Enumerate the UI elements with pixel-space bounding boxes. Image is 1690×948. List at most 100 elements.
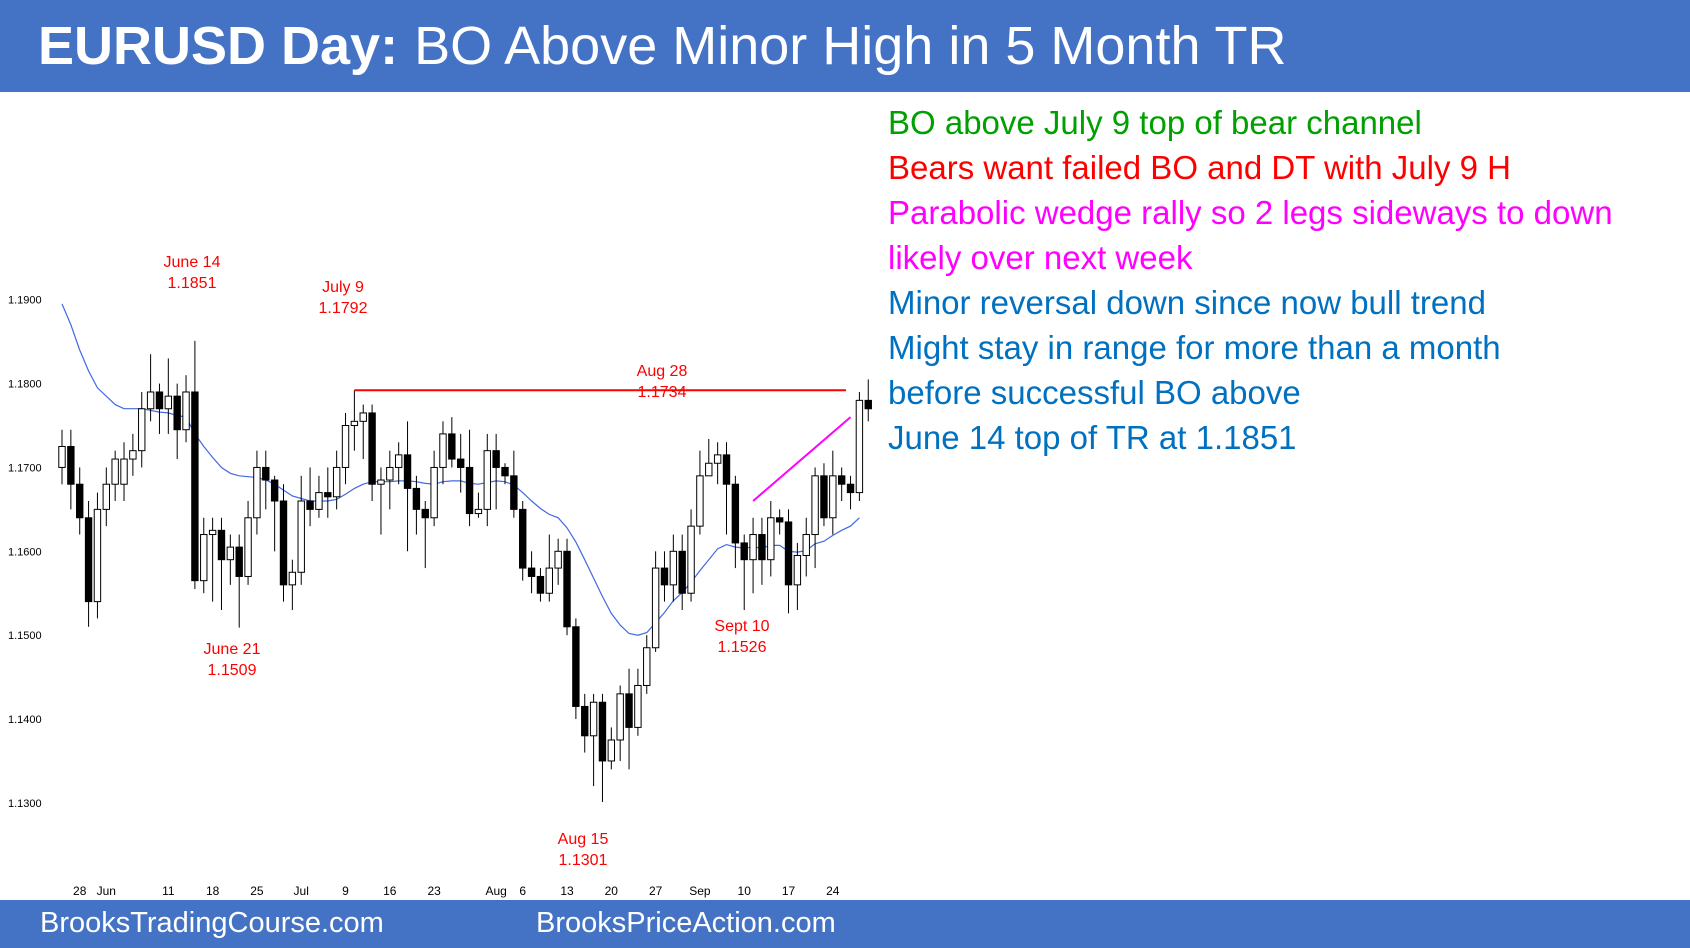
candle-body (483, 450, 491, 510)
candle (67, 429, 75, 510)
candle (84, 500, 93, 627)
candle-body (324, 492, 332, 498)
candle (784, 509, 793, 614)
candle (164, 358, 173, 434)
candle (519, 500, 527, 581)
candle-body (758, 534, 766, 561)
candle (253, 450, 261, 535)
x-tick-label: 18 (206, 884, 220, 898)
candle (421, 500, 429, 569)
candle-body (598, 701, 607, 762)
candle-body (235, 546, 243, 577)
x-tick-label: 16 (383, 884, 397, 898)
candle (146, 354, 155, 422)
candle-body (820, 475, 828, 519)
candle (545, 534, 553, 602)
candle-body (359, 412, 367, 422)
note-line-2: Bears want failed BO and DT with July 9 … (888, 149, 1512, 186)
candle (93, 492, 102, 619)
candle-body (297, 500, 305, 573)
candle (412, 475, 421, 535)
note-line-4: likely over next week (888, 239, 1193, 276)
annotation-date: June 14 (164, 254, 221, 271)
candle-body (527, 567, 536, 577)
annotation-price: 1.1301 (559, 852, 608, 869)
candle-body (120, 458, 128, 485)
candle-body (722, 454, 731, 485)
annotation-price: 1.1792 (319, 300, 368, 317)
annotation-price: 1.1509 (208, 662, 257, 679)
title-bar: EURUSD Day: BO Above Minor High in 5 Mon… (0, 0, 1690, 92)
candle (403, 421, 412, 552)
candle-body (146, 391, 155, 410)
candle-body (740, 542, 748, 561)
x-tick-label: 24 (826, 884, 840, 898)
candle-body (519, 508, 527, 569)
candle-body (501, 466, 509, 477)
candle-body (749, 534, 757, 561)
candle (200, 517, 208, 594)
candle (306, 467, 314, 527)
candle-body (306, 500, 314, 510)
candle (581, 693, 589, 753)
candle (829, 450, 837, 535)
x-tick-label: Jun (97, 884, 116, 898)
x-tick-label: 10 (738, 884, 752, 898)
candle (324, 467, 332, 518)
candle-body (607, 739, 616, 762)
candle (731, 475, 740, 569)
candle (244, 500, 252, 585)
candle-body (155, 391, 164, 410)
candle-body (377, 479, 385, 485)
footer-right-link[interactable]: BrooksPriceAction.com (536, 907, 836, 939)
candle (430, 450, 438, 527)
annotation-date: Sept 10 (714, 618, 769, 635)
candle-body (421, 508, 429, 519)
candle (208, 517, 217, 602)
candle-body (536, 575, 545, 594)
candle-body (802, 534, 810, 556)
candle-body (554, 550, 562, 569)
candle (76, 467, 84, 535)
candle (775, 509, 784, 535)
candle-body (837, 475, 846, 485)
candle-body (173, 395, 181, 431)
candle-body (855, 399, 864, 494)
note-line-1: BO above July 9 top of bear channel (888, 104, 1422, 141)
candle (554, 538, 562, 585)
x-tick-label: 9 (342, 884, 349, 898)
candle-body (430, 466, 438, 519)
candle-body (200, 534, 208, 582)
candle (235, 534, 243, 628)
candle-body (138, 408, 146, 452)
candle-body (191, 391, 199, 582)
candle-body (563, 550, 571, 628)
candle-body (182, 391, 190, 431)
candle (492, 433, 500, 510)
candle-body (315, 492, 323, 510)
y-tick-label: 1.1300 (8, 798, 42, 810)
candle-body (581, 705, 589, 737)
candle-body (208, 529, 217, 536)
candle (660, 551, 669, 602)
candle-body (368, 412, 376, 485)
candle (811, 467, 819, 569)
candle (722, 442, 731, 535)
candle (501, 463, 509, 485)
candle (439, 421, 447, 485)
candle (262, 450, 270, 510)
candle (448, 417, 456, 468)
candle-body (651, 567, 660, 649)
y-tick-label: 1.1800 (8, 379, 42, 391)
candle-body (253, 466, 261, 519)
candle-body (625, 693, 633, 728)
candle-body (784, 521, 793, 586)
note-line-7: before successful BO above (888, 374, 1301, 411)
x-tick-label: 25 (250, 884, 264, 898)
candle (377, 467, 385, 535)
candle (217, 517, 226, 611)
candle-body (572, 626, 580, 707)
candle (687, 509, 695, 602)
footer-left-link[interactable]: BrooksTradingCourse.com (40, 907, 384, 939)
candle-body (217, 529, 226, 561)
